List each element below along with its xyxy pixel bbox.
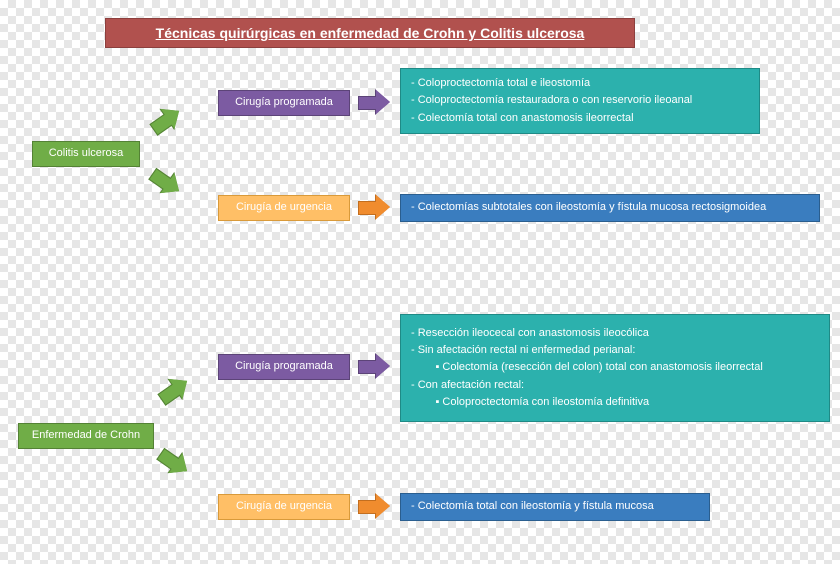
det-cr-urg: - Colectomía total con ileostomía y físt… [400, 493, 710, 521]
det-cu-prog-line: - Colectomía total con anastomosis ileor… [411, 110, 749, 127]
root-crohn: Enfermedad de Crohn [18, 423, 154, 449]
det-cr-prog-line: ▪ Coloproctectomía con ileostomía defini… [411, 394, 819, 411]
arr-cu-prog [358, 90, 390, 114]
det-cu-prog-line: - Coloproctectomía total e ileostomía [411, 75, 749, 92]
arr-cu-down [146, 163, 186, 201]
det-cr-prog-line: - Sin afectación rectal ni enfermedad pe… [411, 342, 819, 359]
mid-cu-prog: Cirugía programada [218, 90, 350, 116]
root-colitis: Colitis ulcerosa [32, 141, 140, 167]
det-cr-prog: - Resección ileocecal con anastomosis il… [400, 314, 830, 422]
det-cu-prog: - Coloproctectomía total e ileostomía- C… [400, 68, 760, 134]
det-cr-urg-line: - Colectomía total con ileostomía y físt… [411, 498, 699, 515]
arr-cr-urg [358, 494, 390, 518]
det-cr-prog-line: ▪ Colectomía (resección del colon) total… [411, 359, 819, 376]
mid-cu-urg: Cirugía de urgencia [218, 195, 350, 221]
arr-cr-prog [358, 354, 390, 378]
det-cr-prog-line: - Con afectación rectal: [411, 377, 819, 394]
mid-cr-urg: Cirugía de urgencia [218, 494, 350, 520]
arr-cu-up [146, 101, 186, 139]
det-cu-urg: - Colectomías subtotales con ileostomía … [400, 194, 820, 222]
arr-cr-up [154, 371, 194, 409]
diagram-title: Técnicas quirúrgicas en enfermedad de Cr… [105, 18, 635, 48]
det-cu-urg-line: - Colectomías subtotales con ileostomía … [411, 199, 809, 216]
det-cr-prog-line: - Resección ileocecal con anastomosis il… [411, 325, 819, 342]
arr-cu-urg [358, 195, 390, 219]
arr-cr-down [154, 443, 194, 481]
det-cu-prog-line: - Coloproctectomía restauradora o con re… [411, 92, 749, 109]
mid-cr-prog: Cirugía programada [218, 354, 350, 380]
